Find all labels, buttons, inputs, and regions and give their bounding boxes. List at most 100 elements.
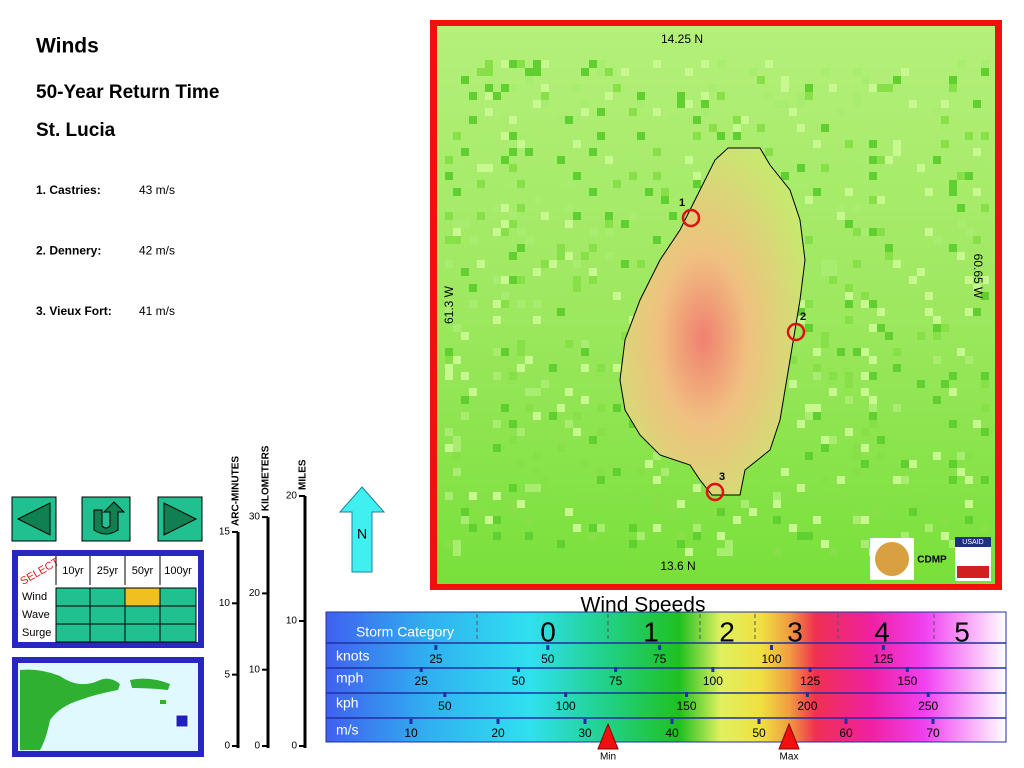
map-cell xyxy=(909,276,917,284)
map-cell xyxy=(581,348,589,356)
column-header: 10yr xyxy=(62,565,84,577)
map-cell xyxy=(853,100,861,108)
selector-cell[interactable] xyxy=(124,587,161,607)
map-cell xyxy=(981,276,989,284)
map-cell xyxy=(469,388,477,396)
map-cell xyxy=(501,228,509,236)
map-cell xyxy=(549,364,557,372)
map-cell xyxy=(877,452,885,460)
map-cell xyxy=(525,76,533,84)
map-cell xyxy=(581,492,589,500)
map-cell xyxy=(869,156,877,164)
site-marker xyxy=(705,482,725,502)
map-cell xyxy=(981,428,989,436)
map-cell xyxy=(589,268,597,276)
map-cell xyxy=(525,388,533,396)
map-cell xyxy=(581,396,589,404)
map-cell xyxy=(941,156,949,164)
selector-cell[interactable] xyxy=(124,623,161,643)
map-cell xyxy=(533,484,541,492)
map-cell xyxy=(893,140,901,148)
map-cell xyxy=(829,84,837,92)
map-cell xyxy=(933,316,941,324)
map-cell xyxy=(813,516,821,524)
map-cell xyxy=(669,508,677,516)
map-cell xyxy=(877,124,885,132)
selector-cell[interactable] xyxy=(55,605,91,625)
selector-cell[interactable] xyxy=(159,587,197,607)
map-cell xyxy=(589,148,597,156)
selector-cell[interactable] xyxy=(124,605,161,625)
selector-cell[interactable] xyxy=(159,605,197,625)
map-cell xyxy=(949,476,957,484)
map-cell xyxy=(949,388,957,396)
map-cell xyxy=(605,220,613,228)
map-cell xyxy=(845,428,853,436)
map-cell xyxy=(925,188,933,196)
map-cell xyxy=(445,428,453,436)
map-cell xyxy=(605,228,613,236)
map-cell xyxy=(445,172,453,180)
map-cell xyxy=(509,276,517,284)
map-cell xyxy=(613,180,621,188)
map-cell xyxy=(613,292,621,300)
map-cell xyxy=(933,324,941,332)
map-cell xyxy=(461,76,469,84)
map-cell xyxy=(893,404,901,412)
map-cell xyxy=(821,340,829,348)
map-cell xyxy=(541,484,549,492)
selector-cell[interactable] xyxy=(89,623,126,643)
map-cell xyxy=(821,156,829,164)
map-cell xyxy=(557,540,565,548)
map-cell xyxy=(973,148,981,156)
map-cell xyxy=(533,68,541,76)
map-cell xyxy=(533,316,541,324)
selector-cell[interactable] xyxy=(89,605,126,625)
selector-cell[interactable] xyxy=(55,587,91,607)
map-cell xyxy=(453,436,461,444)
title: Winds xyxy=(36,35,99,58)
map-cell xyxy=(949,540,957,548)
map-cell xyxy=(965,228,973,236)
map-cell xyxy=(861,460,869,468)
map-cell xyxy=(517,428,525,436)
site-marker-label: 1 xyxy=(679,197,685,209)
map-cell xyxy=(861,348,869,356)
map-cell xyxy=(445,364,453,372)
unit-tick-label: 150 xyxy=(677,699,697,713)
selector-cell[interactable] xyxy=(89,587,126,607)
map-cell xyxy=(805,452,813,460)
map-cell xyxy=(773,100,781,108)
map-cell xyxy=(893,364,901,372)
map-cell xyxy=(941,516,949,524)
scale-tick-label: 20 xyxy=(286,491,298,502)
selector-cell[interactable] xyxy=(159,623,197,643)
map-cell xyxy=(453,356,461,364)
row-label: Wave xyxy=(22,609,50,621)
site-label: 3. Vieux Fort: xyxy=(36,304,112,318)
map-cell xyxy=(853,348,861,356)
map-cell xyxy=(509,156,517,164)
map-cell xyxy=(853,68,861,76)
map-cell xyxy=(805,236,813,244)
map-cell xyxy=(501,132,509,140)
lon-right: 60.65 W xyxy=(971,254,985,299)
map-cell xyxy=(445,308,453,316)
map-cell xyxy=(757,124,765,132)
map-cell xyxy=(445,300,453,308)
map-cell xyxy=(917,332,925,340)
map-cell xyxy=(509,180,517,188)
lat-bottom: 13.6 N xyxy=(660,559,695,573)
map-cell xyxy=(741,116,749,124)
map-cell xyxy=(701,108,709,116)
map-cell xyxy=(845,188,853,196)
map-cell xyxy=(869,228,877,236)
selector-cell[interactable] xyxy=(55,623,91,643)
map-cell xyxy=(965,172,973,180)
map-cell xyxy=(493,420,501,428)
map-cell xyxy=(453,236,461,244)
lon-left: 61.3 W xyxy=(442,285,456,324)
cdmp-logo: CDMP xyxy=(917,555,947,566)
map-cell xyxy=(653,148,661,156)
map-cell xyxy=(845,140,853,148)
